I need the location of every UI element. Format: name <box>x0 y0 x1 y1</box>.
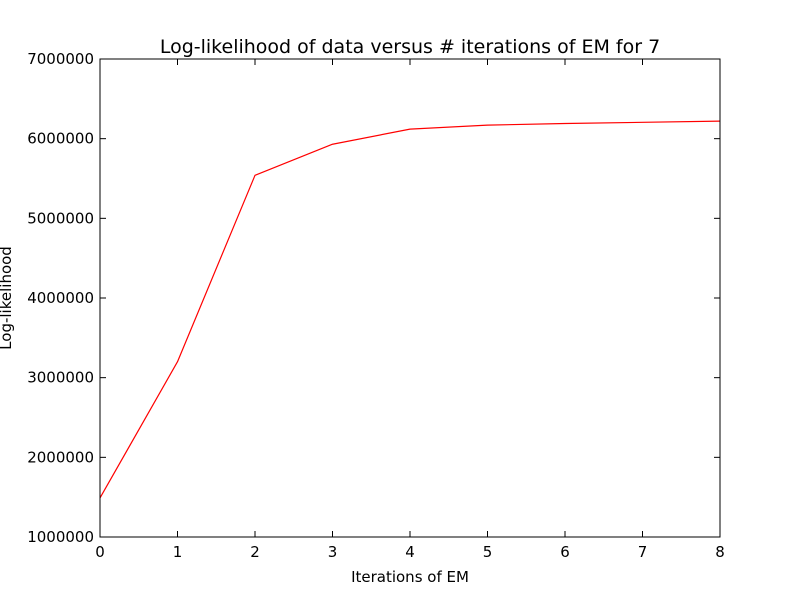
series-line-0 <box>100 121 720 498</box>
x-tick-label: 5 <box>483 543 493 561</box>
x-tick-label: 3 <box>328 543 338 561</box>
y-tick-label: 6000000 <box>27 130 94 148</box>
x-axis-label: Iterations of EM <box>351 568 469 586</box>
plot-area: 0 1 2 3 4 5 6 7 8 1000000 2000000 3000000 4000000 500… <box>27 50 725 561</box>
y-tick-label: 5000000 <box>27 209 94 227</box>
y-tick-label: 4000000 <box>27 289 94 307</box>
chart-title: Log-likelihood of data versus # iteratio… <box>160 36 660 58</box>
x-tick-label: 0 <box>95 543 105 561</box>
x-tick-label: 7 <box>638 543 648 561</box>
x-tick-label: 4 <box>405 543 415 561</box>
y-tick-label: 3000000 <box>27 369 94 387</box>
x-tick-label: 8 <box>715 543 725 561</box>
x-tick-label: 6 <box>560 543 570 561</box>
plot-frame <box>100 59 720 537</box>
y-axis-label: Log-likelihood <box>0 246 15 350</box>
x-tick-label: 1 <box>173 543 183 561</box>
x-tick-label: 2 <box>250 543 260 561</box>
y-tick-label: 1000000 <box>27 528 94 546</box>
y-tick-label: 2000000 <box>27 448 94 466</box>
y-tick-label: 7000000 <box>27 50 94 68</box>
